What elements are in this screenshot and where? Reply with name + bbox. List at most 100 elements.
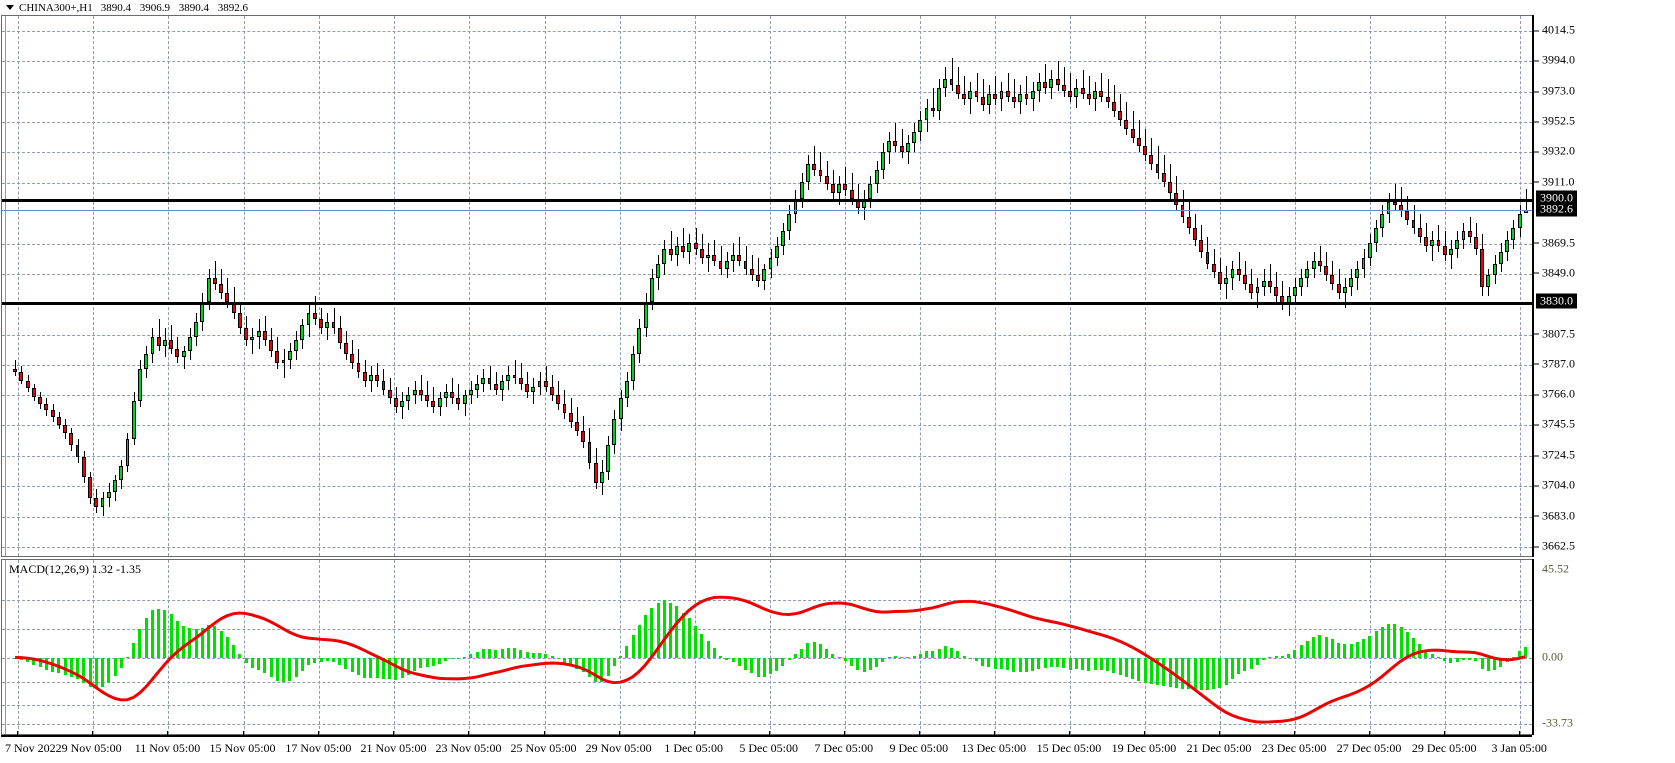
macd-histogram-bar <box>63 658 67 675</box>
candle-body <box>1018 93 1023 103</box>
tick-mark <box>1534 30 1539 32</box>
macd-histogram-bar <box>125 656 129 659</box>
candle-body <box>774 245 779 258</box>
macd-histogram-bar <box>793 654 797 659</box>
candle-body <box>949 78 954 85</box>
macd-histogram-bar <box>1137 658 1141 682</box>
tick-mark <box>1534 394 1539 396</box>
candle-wick <box>1395 184 1396 211</box>
candle-body <box>1118 111 1123 120</box>
macd-histogram-bar <box>119 658 123 668</box>
price-chart-pane[interactable] <box>1 15 1532 557</box>
macd-histogram-bar <box>818 644 822 659</box>
candle-wick <box>159 319 160 352</box>
time-tick-mark <box>1519 731 1521 736</box>
macd-histogram-bar <box>1230 658 1234 679</box>
macd-histogram-bar <box>787 658 791 661</box>
candle-body <box>1130 128 1135 138</box>
macd-histogram-bar <box>463 656 467 659</box>
candle-body <box>812 163 817 170</box>
grid-line-horizontal <box>2 516 1532 518</box>
tick-mark <box>1534 455 1539 457</box>
candle-body <box>618 398 623 419</box>
macd-histogram-bar <box>500 648 504 659</box>
candle-wick <box>358 348 359 378</box>
grid-line-vertical <box>694 16 696 556</box>
grid-line-vertical <box>92 16 94 556</box>
candle-body <box>631 354 636 381</box>
candle-body <box>56 417 61 425</box>
candle-body <box>187 336 192 352</box>
macd-histogram-bar <box>1318 635 1322 659</box>
candle-body <box>506 374 511 381</box>
candle-wick <box>221 269 222 299</box>
candle-body <box>1249 284 1254 293</box>
macd-histogram-bar <box>806 643 810 659</box>
candle-body <box>337 328 342 343</box>
caret-down-icon[interactable] <box>6 5 14 10</box>
macd-histogram-bar <box>625 645 629 659</box>
candle-wick <box>1058 61 1059 91</box>
candle-body <box>237 313 242 328</box>
candle-body <box>1168 181 1172 194</box>
candle-body <box>200 301 205 323</box>
time-axis[interactable]: 7 Nov 2022 9 Nov 05:00 11 Nov 05:00 15 Nov … <box>1 731 1547 763</box>
macd-histogram-bar <box>1355 642 1359 659</box>
candle-body <box>518 377 523 384</box>
grid-line-horizontal <box>2 395 1532 397</box>
candle-body <box>1024 93 1029 100</box>
macd-histogram-bar <box>1362 639 1366 659</box>
candle-wick <box>683 228 684 258</box>
time-tick-label: 29 Nov 05:00 <box>585 741 652 755</box>
candle-body <box>1037 81 1041 91</box>
macd-tick-label: 45.52 <box>1542 561 1569 576</box>
candle-body <box>824 175 829 185</box>
horizontal-level-line[interactable] <box>2 301 1532 305</box>
macd-histogram-bar <box>606 658 610 676</box>
price-tick-label: 3869.5 <box>1534 235 1575 250</box>
candle-body <box>1292 287 1297 296</box>
bid-price-line[interactable] <box>2 209 1532 211</box>
macd-histogram-bar <box>419 658 423 669</box>
candle-body <box>225 292 230 302</box>
candle-wick <box>714 240 715 267</box>
candle-body <box>993 93 998 100</box>
time-tick-label: 19 Dec 05:00 <box>1111 741 1177 755</box>
horizontal-level-line[interactable] <box>2 199 1532 203</box>
candle-body <box>331 322 336 329</box>
candle-wick <box>1008 73 1009 103</box>
macd-indicator-pane[interactable]: MACD(12,26,9) 1.32 -1.35 <box>1 559 1532 735</box>
candle-body <box>362 371 367 381</box>
price-axis[interactable]: 4014.5 3994.0 3973.0 3952.5 3932.0 3911.0 3869… <box>1532 15 1675 557</box>
macd-histogram-bar <box>1499 658 1503 667</box>
candle-body <box>962 93 966 100</box>
grid-line-vertical <box>769 16 771 556</box>
grid-line-horizontal <box>2 547 1532 548</box>
macd-histogram-bar <box>1031 658 1035 672</box>
candle-wick <box>458 383 459 411</box>
macd-axis[interactable]: 45.52 0.00 -33.73 <box>1532 559 1675 735</box>
ohlc-open: 3890.4 <box>100 1 131 14</box>
macd-histogram-bar <box>207 625 211 659</box>
candle-wick <box>952 58 953 91</box>
macd-histogram-bar <box>238 654 242 659</box>
macd-histogram-bar <box>900 657 904 659</box>
macd-histogram-bar <box>656 602 660 659</box>
symbol-timeframe-label: CHINA300+,H1 <box>19 1 93 14</box>
macd-histogram-bar <box>38 658 42 668</box>
macd-histogram-bar <box>881 658 885 663</box>
candle-body <box>281 360 286 364</box>
macd-histogram-bar <box>213 626 217 659</box>
candle-body <box>1105 96 1110 103</box>
candle-body <box>830 184 835 194</box>
candle-body <box>169 339 174 349</box>
macd-histogram-bar <box>1149 658 1153 685</box>
candle-body <box>1030 90 1035 100</box>
macd-histogram-bar <box>843 658 847 661</box>
candle-body <box>319 319 323 328</box>
candle-wick <box>964 76 965 106</box>
time-tick-mark <box>468 731 470 736</box>
macd-histogram-bar <box>544 654 548 659</box>
time-tick-label: 25 Nov 05:00 <box>510 741 577 755</box>
time-tick-label: 9 Nov 05:00 <box>61 741 122 755</box>
